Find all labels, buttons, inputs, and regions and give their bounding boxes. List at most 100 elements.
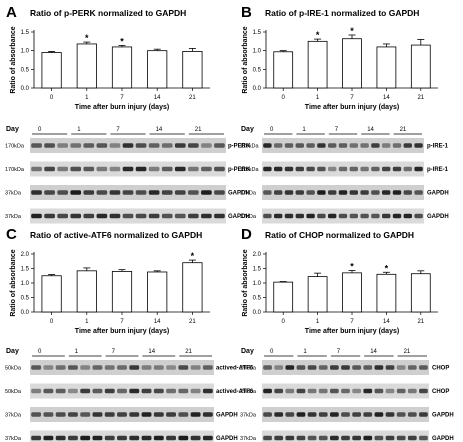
- blot-band: [161, 143, 173, 148]
- blot-band: [178, 365, 189, 370]
- blot-band: [296, 412, 306, 417]
- blot-mw-label: 37kDa: [5, 436, 22, 442]
- significance-star: *: [350, 262, 354, 272]
- blot-row-label: actived-ATF6: [216, 366, 254, 372]
- blot-day: 14: [156, 127, 163, 133]
- blot-band: [328, 143, 337, 148]
- blot-band: [382, 213, 391, 219]
- bar: [41, 275, 62, 313]
- blot-band: [274, 435, 284, 441]
- blot-band: [284, 190, 294, 195]
- blot-day: 21: [400, 127, 407, 133]
- blot-mw-label: 37kDa: [240, 214, 257, 220]
- blot-band: [419, 435, 428, 441]
- significance-star: *: [385, 263, 389, 273]
- blot-row-label: GAPDH: [427, 191, 449, 197]
- blot-band: [31, 365, 42, 370]
- x-tick-label: 0: [282, 319, 286, 325]
- blot-band: [174, 166, 186, 172]
- blot-band: [31, 190, 42, 195]
- blot-band: [43, 388, 54, 394]
- blot-band: [392, 143, 402, 148]
- blot-band: [202, 412, 213, 417]
- significance-star: *: [120, 36, 124, 46]
- blot-band: [295, 143, 304, 148]
- blot-day: 7: [112, 349, 116, 355]
- blot-band: [31, 412, 42, 417]
- blot-band: [374, 365, 384, 370]
- blot-band: [31, 143, 42, 148]
- blot-band: [188, 166, 199, 172]
- blot-band: [55, 412, 66, 417]
- blot-band: [117, 365, 127, 370]
- blot-mw-label: 37kDa: [240, 191, 257, 197]
- blot-band: [392, 213, 402, 219]
- blot-mw-label: 170kDa: [5, 167, 25, 173]
- x-tick-label: 0: [50, 319, 54, 325]
- blot-band: [104, 388, 115, 394]
- y-tick-label: 1.5: [21, 267, 30, 273]
- chart-title: Ratio of CHOP normalized to GAPDH: [265, 230, 414, 240]
- blot-band: [92, 388, 103, 394]
- blot-band: [148, 190, 160, 195]
- blot-band: [338, 213, 348, 219]
- blot-band: [274, 190, 283, 195]
- blot-band: [371, 190, 380, 195]
- blot-band: [349, 166, 358, 172]
- y-axis-label: Ratio of absorbance: [10, 249, 17, 316]
- blot-day: 0: [270, 349, 274, 355]
- y-tick-label: 1.5: [21, 30, 30, 36]
- blot-band: [174, 190, 186, 195]
- blot-band: [55, 388, 66, 394]
- blot-band: [166, 365, 176, 370]
- x-tick-label: 0: [50, 95, 54, 101]
- blot-band: [306, 166, 315, 172]
- blot-band: [31, 213, 42, 219]
- blot-mw-label: 110kDa: [240, 144, 259, 150]
- blot-band: [188, 190, 199, 195]
- blot-band: [141, 412, 152, 417]
- y-tick-label: 0.0: [253, 86, 262, 92]
- blot-band: [55, 365, 66, 370]
- blot-band: [57, 190, 68, 195]
- blot-day: 1: [303, 349, 307, 355]
- blot-band: [306, 213, 315, 219]
- blot-band: [414, 143, 423, 148]
- blot-mw-label: 50kDa: [5, 389, 22, 395]
- bar: [273, 51, 294, 89]
- blot-band: [419, 388, 428, 394]
- blot-mw-label: 37kDa: [5, 191, 22, 197]
- blot-row-label: CHOP: [432, 389, 449, 395]
- blot-band: [330, 365, 339, 370]
- blot-band: [80, 412, 91, 417]
- blot-band: [396, 435, 406, 441]
- blot-band: [92, 412, 103, 417]
- blot-band: [296, 365, 306, 370]
- x-tick-label: 21: [189, 95, 196, 101]
- blot-band: [96, 190, 108, 195]
- blot-band: [318, 388, 328, 394]
- blot-band: [104, 435, 115, 441]
- blot-band: [201, 166, 212, 172]
- blot-band: [349, 143, 358, 148]
- blot-band: [92, 365, 103, 370]
- blot-band: [80, 365, 91, 370]
- blot-band: [318, 412, 328, 417]
- x-tick-label: 1: [316, 319, 320, 325]
- bar: [273, 281, 294, 313]
- panel-b: B Ratio of p-IRE-1 normalized to GAPDH 0.0…: [240, 4, 449, 224]
- blot-band: [403, 213, 412, 219]
- chart-title: Ratio of p-IRE-1 normalized to GAPDH: [265, 8, 419, 18]
- blot-band: [360, 166, 369, 172]
- x-tick-label: 21: [417, 95, 424, 101]
- blot-band: [274, 412, 284, 417]
- blot-band: [419, 365, 428, 370]
- blot-band: [202, 388, 213, 394]
- chart-title: Ratio of active-ATF6 normalized to GAPDH: [30, 230, 202, 240]
- blot-day: 7: [337, 349, 341, 355]
- blot-band: [352, 388, 361, 394]
- blot-band: [382, 166, 391, 172]
- bar: [376, 46, 397, 89]
- blot-band: [360, 213, 369, 219]
